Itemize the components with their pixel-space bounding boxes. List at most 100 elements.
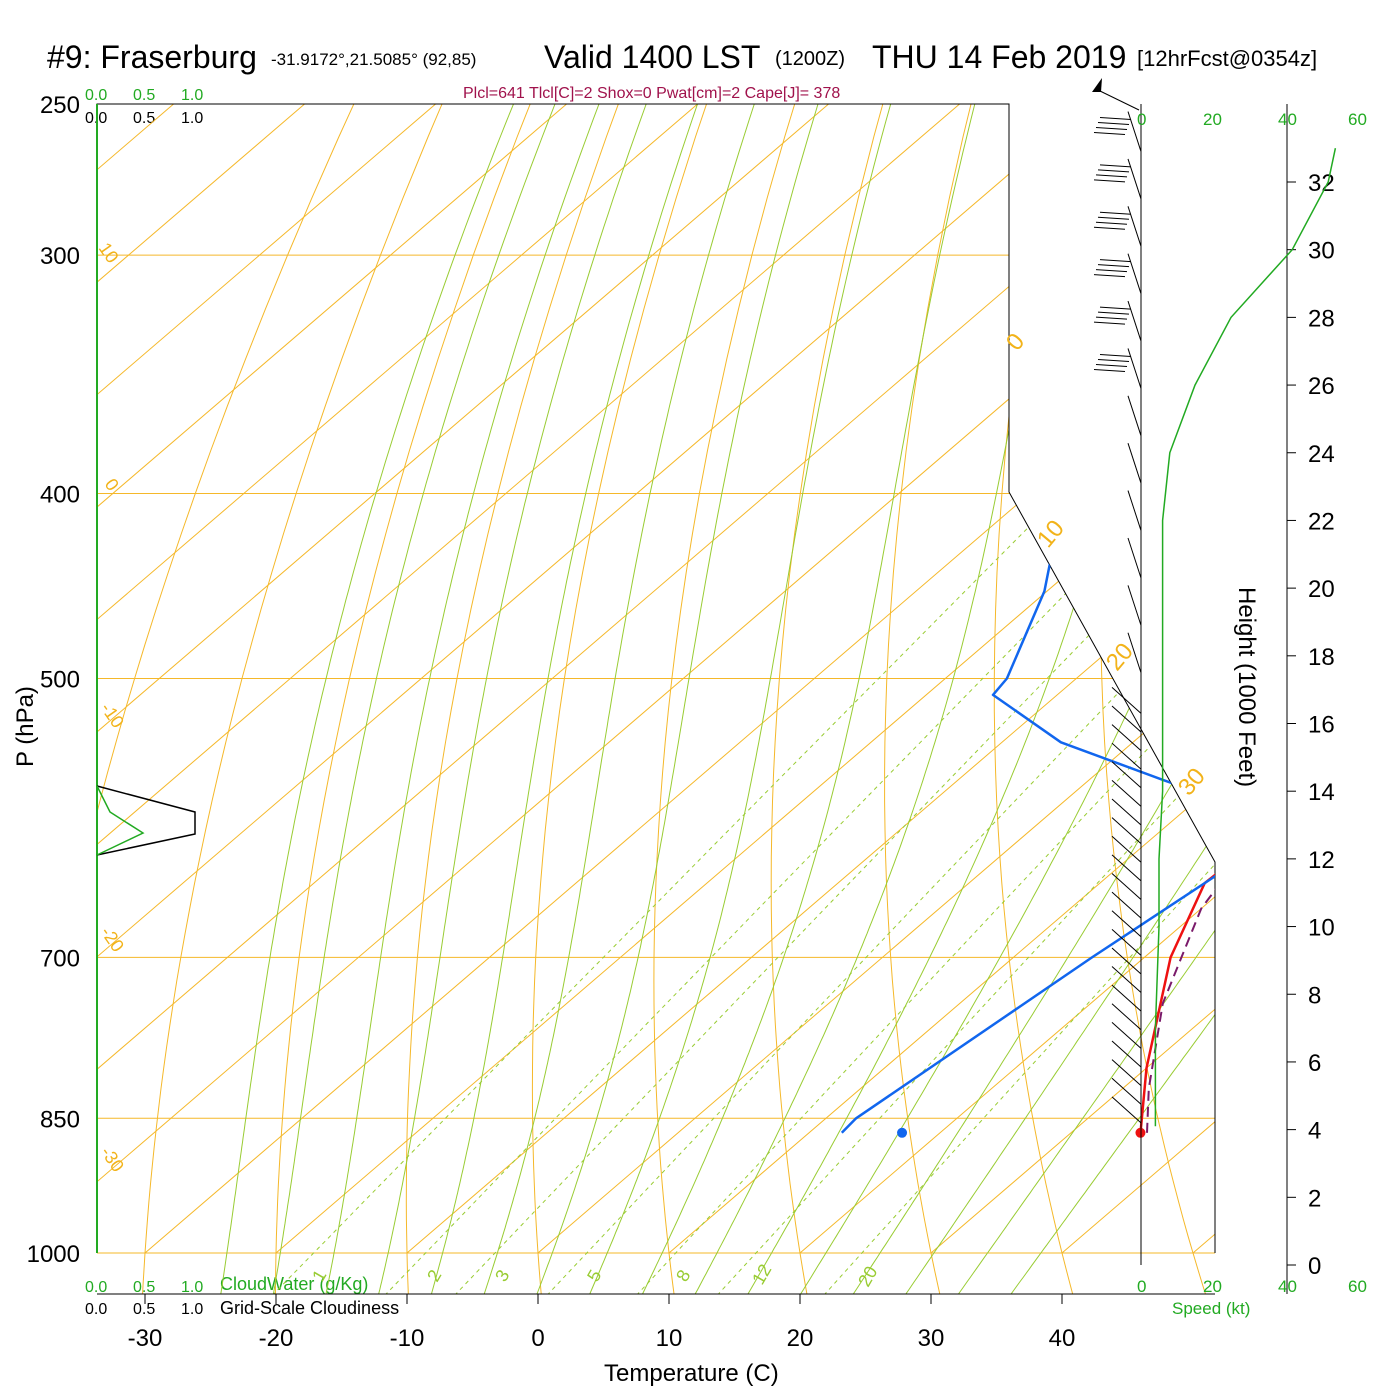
wind-barb-flag <box>1097 264 1130 268</box>
wind-barb <box>1111 984 1142 1012</box>
speed-tick-bottom-0: 0 <box>1137 1277 1146 1296</box>
isotherm-label: 0 <box>1001 328 1030 356</box>
cloud-bottom-black-0: 0.0 <box>85 1301 107 1318</box>
wind-barb <box>1111 928 1142 956</box>
pressure-axis: 250 300 400 500 700 850 1000 <box>27 92 80 1268</box>
height-tick-label: 2 <box>1308 1185 1321 1212</box>
dry-adiabat <box>531 104 774 1294</box>
isotherm-line <box>97 104 652 1254</box>
cloud-top-black-1: 0.5 <box>133 110 155 127</box>
moist-adiabat <box>376 104 719 1294</box>
height-tick-label: 32 <box>1308 170 1335 197</box>
dry-adiabat <box>274 104 609 1294</box>
wind-barb-flag <box>1095 269 1128 273</box>
wind-barb <box>1127 300 1142 342</box>
wind-barb-flag <box>1093 226 1126 230</box>
height-tick-label: 12 <box>1308 847 1335 874</box>
height-tick-label: 22 <box>1308 508 1335 535</box>
wind-barb <box>1127 632 1142 673</box>
pressure-tick-label: 700 <box>40 945 80 972</box>
wind-barb-flag <box>1097 311 1130 315</box>
pressure-tick-label: 300 <box>40 243 80 270</box>
speed-tick-bottom-3: 60 <box>1348 1277 1367 1296</box>
moist-adiabat <box>743 104 1215 1294</box>
moist-adiabat <box>219 104 594 1294</box>
wind-barb-flag <box>1097 169 1130 173</box>
moist-adiabat <box>638 104 1028 1294</box>
plot-grid <box>97 104 1215 1294</box>
cloudwater-outline <box>96 785 145 856</box>
height-tick-label: 8 <box>1308 982 1321 1009</box>
cloud-bottom-green-1: 0.5 <box>133 1279 155 1296</box>
wind-panel: 0 20 40 60 0 20 40 60 Speed (kt) <box>1092 78 1367 1318</box>
x-tick-label: 40 <box>1049 1325 1076 1352</box>
x-axis: -30 -20 -10 0 10 20 30 40 <box>97 1293 1215 1352</box>
wind-barb-flag <box>1097 122 1130 126</box>
height-tick-label: 30 <box>1308 238 1335 265</box>
wind-barb <box>1111 1059 1142 1087</box>
wind-barb <box>1127 206 1142 247</box>
cloud-bottom-black-2: 1.0 <box>181 1301 203 1318</box>
dry-adiabat <box>97 104 443 1294</box>
isotherm-label: 0 <box>101 475 123 495</box>
cloud-top-green-0: 0.0 <box>85 87 107 104</box>
zulu-time: (1200Z) <box>775 48 845 70</box>
height-tick-label: 4 <box>1308 1118 1321 1145</box>
wind-barb <box>1111 1096 1142 1124</box>
dry-adiabat <box>770 104 939 1294</box>
wind-barb-flag <box>1099 306 1132 310</box>
pressure-tick-label: 850 <box>40 1106 80 1133</box>
wind-barb-flag <box>1093 274 1126 278</box>
wind-barb <box>1111 817 1142 845</box>
isotherm-line <box>1061 104 1215 1254</box>
moist-adiabat <box>586 104 948 1294</box>
cloud-bottom-green-0: 0.0 <box>85 1279 107 1296</box>
cloud-top-green-1: 0.5 <box>133 87 155 104</box>
surface-dewpoint-marker <box>897 1127 908 1138</box>
dry-adiabat <box>405 104 691 1294</box>
height-tick-label: 0 <box>1308 1253 1321 1280</box>
speed-tick-top-0: 0 <box>1137 110 1146 129</box>
pressure-tick-label: 250 <box>40 92 80 119</box>
x-tick-label: -30 <box>128 1325 163 1352</box>
height-axis-title: Height (1000 Feet) <box>1233 587 1260 787</box>
y-axis-title: P (hPa) <box>12 686 39 767</box>
wind-barb-flag <box>1093 368 1126 372</box>
height-tick-label: 20 <box>1308 576 1335 603</box>
wind-barb-flag <box>1093 132 1126 136</box>
isotherm-line <box>799 104 1215 1254</box>
isotherm-line <box>1192 104 1215 1254</box>
wind-barb <box>1111 966 1142 993</box>
wind-barb <box>1111 1077 1142 1105</box>
series-dewpoint-line <box>840 104 1215 1134</box>
x-axis-title: Temperature (C) <box>604 1360 779 1387</box>
isotherm-label: -10 <box>97 699 128 732</box>
cloud-top-black-2: 1.0 <box>181 110 203 127</box>
wind-barb <box>1111 1040 1142 1068</box>
wind-barb <box>1127 111 1142 152</box>
wind-barb <box>1111 891 1142 919</box>
height-tick-label: 18 <box>1308 644 1335 671</box>
mixing-ratio-line <box>711 493 1215 1294</box>
wind-barb-flag <box>1097 358 1130 362</box>
mixing-ratio-label: 8 <box>672 1266 694 1285</box>
isotherm-label: 10 <box>95 239 123 267</box>
mixing-ratio-line <box>818 493 1215 1294</box>
isotherm-line <box>97 104 1215 1254</box>
wind-barb <box>1127 158 1142 200</box>
isotherm-line <box>537 104 1215 1254</box>
wind-barb-flag <box>1099 164 1132 168</box>
wind-barb <box>1127 395 1142 436</box>
mixing-ratio-label: 2 <box>423 1266 445 1285</box>
cloud-bottom-green-2: 1.0 <box>181 1279 203 1296</box>
pressure-tick-label: 400 <box>40 482 80 509</box>
moist-adiabat <box>324 104 674 1294</box>
wind-barb <box>1111 686 1142 714</box>
wind-barb <box>1111 705 1142 733</box>
wind-barb <box>1127 348 1142 389</box>
wind-barb <box>1111 947 1142 975</box>
speed-tick-top-2: 40 <box>1278 110 1297 129</box>
speed-tick-bottom-2: 40 <box>1278 1277 1297 1296</box>
cloudiness-outline <box>96 785 196 856</box>
